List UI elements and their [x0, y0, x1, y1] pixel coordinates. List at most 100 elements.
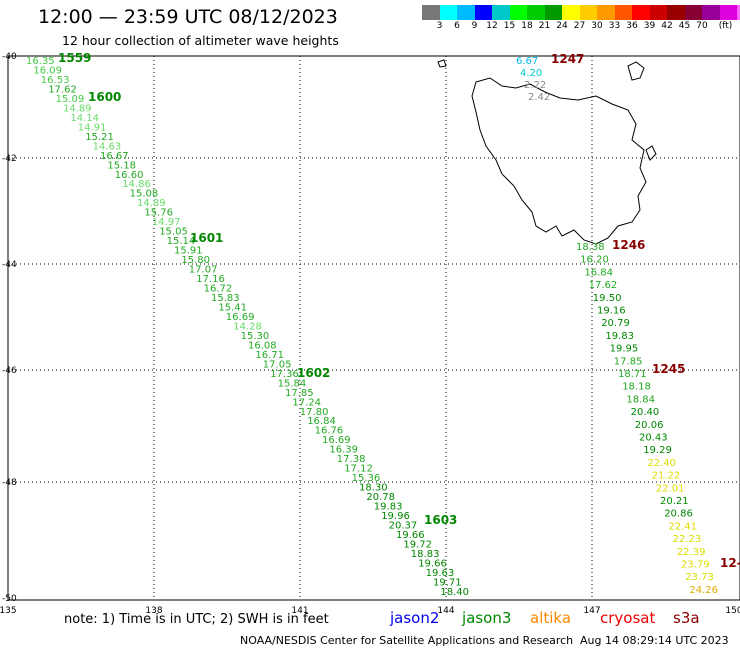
tasmania-coastline: [471, 77, 647, 245]
footer-note: note: 1) Time is in UTC; 2) SWH is in fe…: [64, 612, 329, 627]
wave-height-value: 17.05: [263, 359, 292, 370]
wave-height-value: 15.21: [85, 132, 114, 143]
y-tick-label: -48: [2, 478, 17, 488]
wave-height-value: 20.40: [631, 407, 660, 418]
color-scale-label: 39: [643, 21, 656, 31]
wave-height-value: 16.60: [115, 170, 144, 181]
time-label: 1602: [297, 366, 330, 380]
track-west-values: 16.3516.0916.5317.6215.0914.8914.1414.91…: [26, 56, 469, 598]
color-swatch: [439, 5, 457, 20]
y-tick-label: -42: [2, 154, 17, 164]
color-swatch: [702, 5, 720, 20]
wave-height-value: 16.69: [226, 312, 255, 323]
y-tick-label: -44: [2, 260, 17, 270]
wave-height-value: 23.73: [685, 572, 714, 583]
y-tick-label: -50: [2, 594, 17, 604]
color-swatch: [579, 5, 597, 20]
wave-height-value: 16.09: [33, 65, 62, 76]
color-swatch: [474, 5, 492, 20]
wave-height-value: 14.86: [122, 179, 151, 190]
wave-height-value: 15.41: [218, 302, 247, 313]
wave-height-value: 16.67: [100, 151, 129, 162]
wave-height-value: 6.67: [516, 56, 538, 67]
wave-height-value: 16.39: [329, 445, 358, 456]
graticule: [8, 56, 740, 600]
wave-height-value: 17.38: [337, 454, 366, 465]
color-scale-label: 9: [471, 21, 478, 31]
wave-height-value: 18.18: [622, 382, 651, 393]
island-north: [627, 61, 645, 81]
wave-height-value: 19.29: [643, 445, 672, 456]
island-east: [645, 145, 657, 161]
legend-item-cryosat: cryosat: [600, 609, 656, 627]
axis-ticks: 135 138 141 144 147 150 -40 -42 -44 -46 -48 -50: [0, 52, 740, 616]
time-label: 1246: [612, 238, 645, 252]
wave-height-value: 15.09: [56, 94, 85, 105]
wave-height-value: 14.63: [93, 141, 122, 152]
map-frame: [7, 55, 740, 601]
track-time-labels: 1559 1600 1601 1602 1603 1247 1246 1245 12-: [58, 51, 740, 570]
wave-height-value: 18.30: [359, 483, 388, 494]
color-scale-label: 42: [661, 21, 673, 31]
time-label: 1245: [652, 362, 685, 376]
wave-height-value: 2.22: [524, 80, 546, 91]
wave-height-value: 14.89: [63, 103, 92, 114]
color-scale-label: 36: [626, 21, 638, 31]
wave-height-value: 17.12: [344, 464, 373, 475]
color-swatch: [632, 5, 650, 20]
wave-height-value: 20.78: [366, 492, 395, 503]
x-tick-label: 141: [291, 606, 308, 616]
x-tick-label: 144: [437, 606, 454, 616]
wave-height-value: 22.23: [673, 534, 702, 545]
color-swatch: [544, 5, 562, 20]
color-swatch: [597, 5, 615, 20]
color-scale-label: 18: [521, 21, 533, 31]
wave-height-value: 15.91: [174, 246, 203, 257]
wave-height-value: 20.37: [389, 521, 418, 532]
wave-height-value: 19.83: [374, 502, 403, 513]
wave-height-value: 14.97: [152, 217, 181, 228]
wave-height-value: 15.08: [130, 189, 159, 200]
wave-height-value: 19.72: [403, 539, 432, 550]
color-swatch: [457, 5, 475, 20]
x-tick-label: 138: [145, 606, 162, 616]
color-scale-label: 12: [486, 21, 498, 31]
color-swatch: [614, 5, 632, 20]
wave-height-value: 18.38: [576, 242, 605, 253]
wave-height-value: 14.28: [233, 321, 262, 332]
color-swatch: [737, 5, 740, 20]
color-swatch: [422, 5, 440, 20]
wave-height-value: 19.16: [597, 306, 626, 317]
wave-height-value: 19.96: [381, 511, 410, 522]
color-scale-label: 27: [573, 21, 586, 31]
wave-height-value: 16.76: [315, 426, 344, 437]
wave-height-value: 15.14: [167, 236, 196, 247]
wave-height-value: 17.85: [285, 388, 314, 399]
wave-height-value: 19.50: [593, 293, 622, 304]
wave-height-value: 17.24: [292, 397, 321, 408]
color-scale-label: 6: [454, 21, 460, 31]
wave-height-value: 20.06: [635, 420, 664, 431]
wave-height-value: 15.80: [181, 255, 210, 266]
wave-height-value: 22.39: [677, 547, 706, 558]
wave-height-value: 18.83: [411, 549, 440, 560]
wave-height-value: 17.16: [196, 274, 225, 285]
track-north-values: 6.674.202.222.42: [516, 56, 550, 103]
wave-height-value: 22.01: [656, 483, 685, 494]
wave-height-value: 14.89: [137, 198, 166, 209]
wave-height-value: 19.95: [610, 344, 639, 355]
time-label: 12-: [720, 556, 740, 570]
time-label: 1600: [88, 90, 121, 104]
color-swatch: [667, 5, 685, 20]
time-label: 1601: [190, 231, 223, 245]
color-scale-label: 3: [436, 21, 443, 31]
color-scale-label: 21: [538, 21, 551, 31]
wave-height-value: 17.80: [300, 407, 329, 418]
wave-height-value: 21.22: [652, 471, 681, 482]
wave-height-value: 16.20: [580, 255, 609, 266]
wave-height-value: 2.42: [528, 92, 550, 103]
wave-height-value: 23.79: [681, 560, 710, 571]
wave-height-value: 16.84: [584, 267, 613, 278]
wave-height-value: 16.53: [41, 75, 70, 86]
